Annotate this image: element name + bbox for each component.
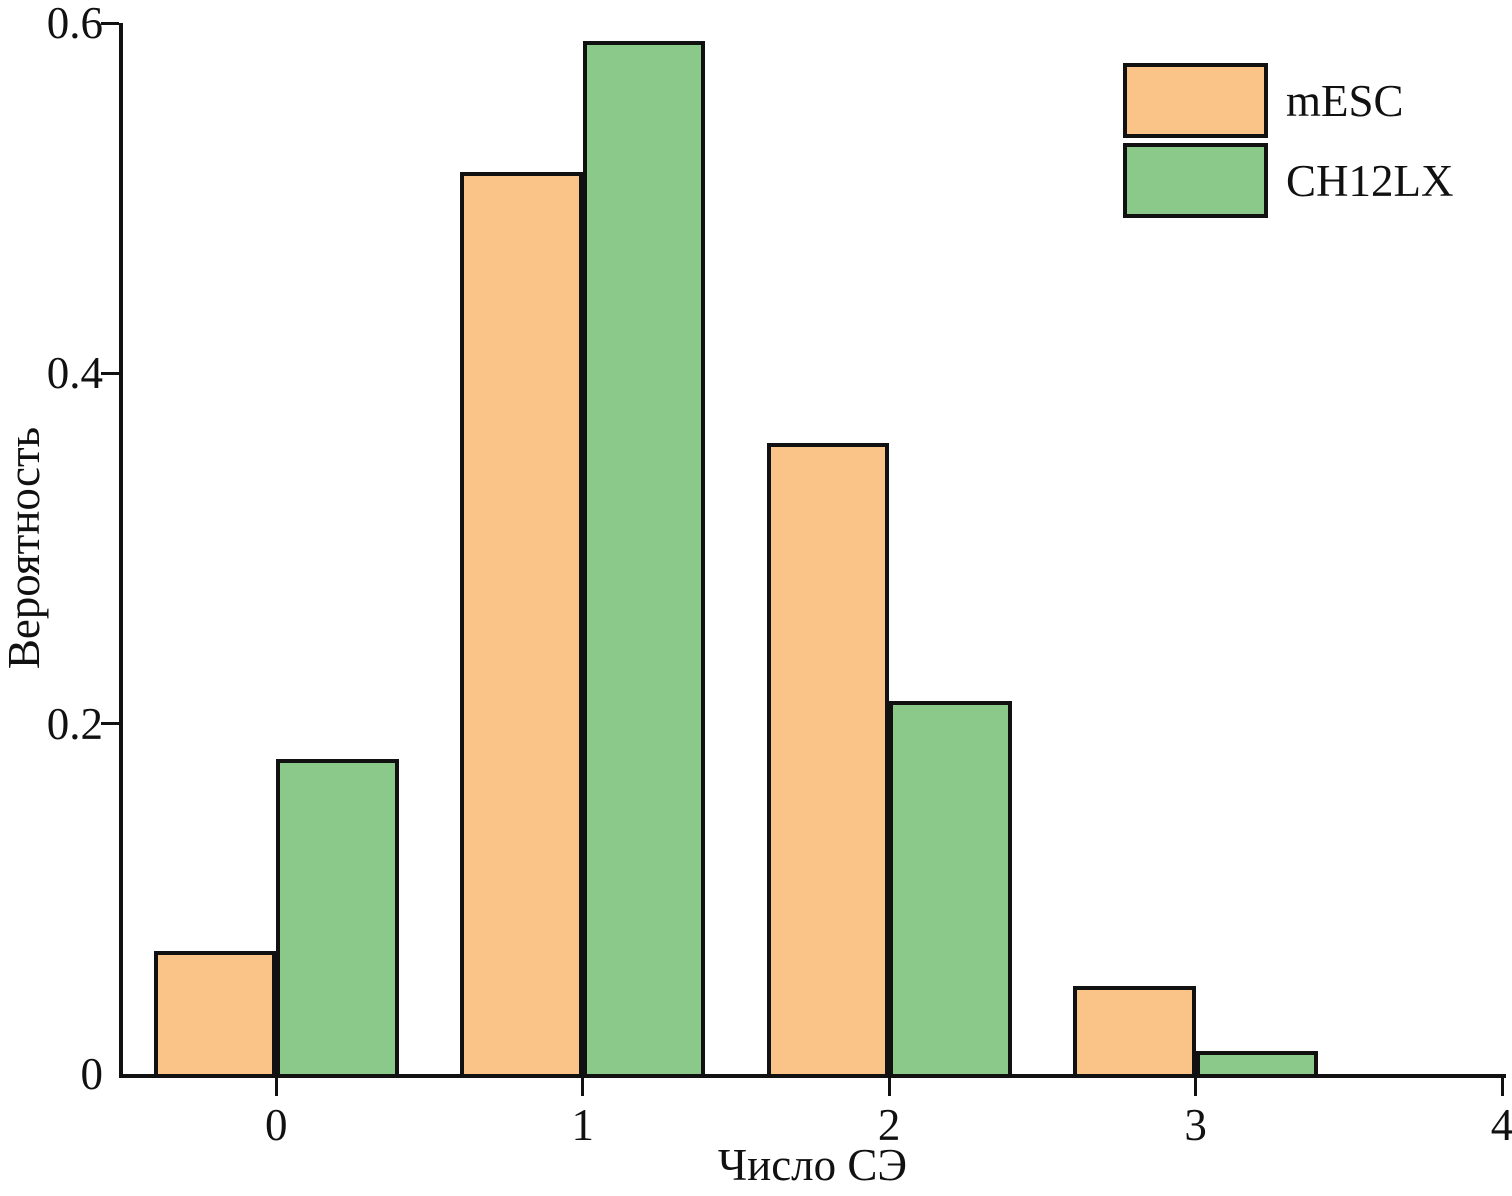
x-tick-label-3: 3 [1184, 1100, 1207, 1150]
x-tick-label-2: 2 [877, 1100, 901, 1150]
bar-mESC-x3 [1073, 986, 1196, 1074]
x-tick-label-4: 4 [1490, 1100, 1512, 1150]
x-axis-line [119, 1074, 1506, 1078]
legend-swatch-CH12LX [1123, 143, 1268, 218]
plot-area: 0 1 2 3 4 0 0.2 0.4 0.6 [47, 0, 1512, 1148]
legend-item-CH12LX: CH12LX [1123, 143, 1454, 218]
bar-mESC-x2 [766, 443, 890, 1074]
legend-label-mESC: mESC [1286, 75, 1404, 126]
y-axis-line [119, 23, 123, 1078]
y-tick-label-0.4: 0.4 [46, 348, 103, 399]
bar-CH12LX-x0 [276, 758, 399, 1074]
y-tick-mark-0.4 [101, 371, 119, 375]
bar-CH12LX-x1 [582, 40, 706, 1074]
legend-label-CH12LX: CH12LX [1286, 155, 1454, 206]
x-tick-mark-4 [1500, 1078, 1504, 1096]
legend-swatch-mESC [1123, 63, 1268, 138]
x-tick-mark-0 [274, 1078, 278, 1096]
y-tick-mark-0.2 [101, 722, 119, 726]
bar-CH12LX-x2 [889, 700, 1012, 1074]
bar-mESC-x1 [460, 171, 583, 1074]
legend-item-mESC: mESC [1123, 63, 1454, 138]
y-tick-label-0: 0 [80, 1049, 104, 1099]
legend: mESC CH12LX [1123, 63, 1454, 218]
x-axis-title: Число СЭ [717, 1140, 908, 1190]
bar-CH12LX-x3 [1195, 1051, 1319, 1074]
x-tick-mark-3 [1194, 1078, 1198, 1096]
y-tick-label-0.2: 0.2 [46, 698, 103, 749]
y-tick-label-0.6: 0.6 [46, 0, 103, 48]
x-tick-mark-2 [887, 1078, 891, 1096]
x-tick-mark-1 [581, 1078, 585, 1096]
y-tick-mark-0.6 [101, 21, 119, 25]
y-axis-title: Вероятность [0, 426, 49, 670]
bar-mESC-x0 [153, 951, 277, 1074]
x-tick-label-1: 1 [571, 1100, 594, 1150]
x-tick-label-0: 0 [264, 1100, 288, 1150]
